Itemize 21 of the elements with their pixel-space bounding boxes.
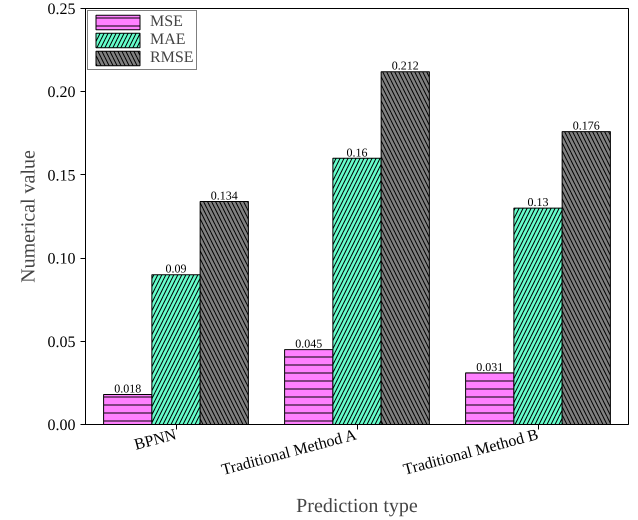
y-tick-label: 0.00 (48, 417, 76, 434)
data-label: 0.134 (210, 188, 238, 203)
data-label: 0.13 (528, 195, 548, 210)
y-tick-label: 0.10 (48, 250, 76, 268)
data-label: 0.018 (114, 382, 142, 396)
y-axis-title: Numerical value (18, 150, 40, 283)
data-label: 0.045 (295, 336, 322, 351)
data-label: 0.176 (572, 118, 600, 133)
y-tick-label: 0.05 (48, 334, 76, 351)
legend-label: MSE (150, 13, 183, 31)
data-label: 0.212 (392, 58, 419, 73)
legend-label: RMSE (150, 49, 194, 67)
data-label: 0.16 (346, 145, 368, 160)
data-label: 0.09 (166, 262, 186, 276)
y-tick-label: 0.25 (48, 1, 76, 18)
y-tick-label: 0.15 (48, 167, 76, 184)
x-tick-label: BPNN (132, 426, 179, 454)
y-tick-label: 0.20 (48, 84, 76, 102)
x-axis-title: Prediction type (296, 495, 418, 518)
data-label: 0.031 (476, 360, 504, 374)
legend-label: MAE (150, 31, 186, 49)
